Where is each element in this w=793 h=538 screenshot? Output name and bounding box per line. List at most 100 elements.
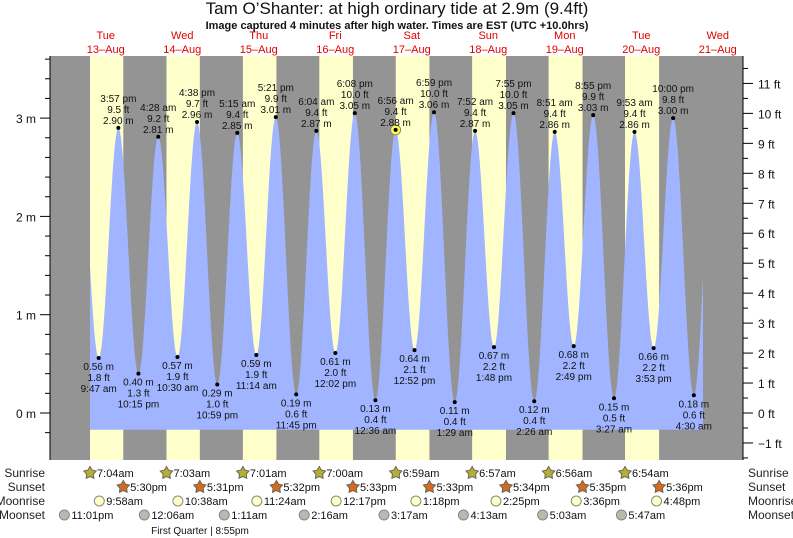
right-axis-tick-label: −1 ft [758, 437, 782, 451]
tide-ft-label: 0.4 ft [364, 415, 386, 426]
sunset-time: 5:32pm [283, 482, 320, 494]
date-label: 19–Aug [546, 44, 584, 56]
low-tide-point [532, 399, 537, 404]
tide-m-label: 2.88 m [380, 118, 411, 129]
tide-time-label: 9:47 am [81, 384, 117, 395]
tide-ft-label: 0.5 ft [603, 413, 625, 424]
tide-time-label: 6:56 am [378, 96, 414, 107]
low-tide-point [491, 345, 496, 350]
moonset-time: 2:16am [311, 510, 348, 522]
sun-moon-rows: Sunrise Sunrise 7:04am 7:03am 7:01am 7:00am 6:… [0, 465, 793, 537]
tide-time-label: 2:26 am [516, 427, 552, 438]
right-axis-tick-label: 6 ft [758, 227, 775, 241]
tide-ft-label: 9.4 ft [226, 110, 248, 121]
sunrise-icon [465, 465, 480, 480]
moonrise-time: 3:36pm [583, 496, 620, 508]
sunset-icon [345, 479, 361, 494]
sunset-time: 5:30pm [130, 482, 167, 494]
tide-ft-label: 2.2 ft [563, 361, 585, 372]
tide-time-label: 1:48 pm [476, 373, 512, 384]
moonset-icon [615, 509, 627, 521]
tide-m-label: 0.68 m [558, 350, 589, 361]
tide-ft-label: 2.2 ft [483, 362, 505, 373]
high-tide-point [235, 130, 240, 135]
tide-time-label: 11:45 pm [276, 420, 317, 431]
high-tide-point [432, 110, 437, 115]
tide-ft-label: 9.4 ft [464, 108, 486, 119]
moon-phase-label: First Quarter | 8:55pm [151, 526, 249, 537]
low-tide-point [175, 354, 180, 359]
chart-title: Tam O’Shanter: at high ordinary tide at … [206, 0, 589, 18]
day-of-week-label: Wed [171, 30, 193, 42]
moonrise-time: 4:48pm [664, 496, 701, 508]
tide-time-label: 10:00 pm [652, 84, 694, 95]
tide-ft-label: 9.4 ft [544, 109, 566, 120]
right-axis-tick-label: 0 ft [758, 407, 775, 421]
moonset-time: 3:17am [391, 510, 428, 522]
moonset-time: 12:06am [151, 510, 194, 522]
sunset-time: 5:34pm [513, 482, 550, 494]
tide-time-label: 6:08 pm [337, 79, 373, 90]
sunset-icon [116, 479, 131, 494]
sunset-icon [575, 479, 590, 494]
high-tide-point [393, 127, 398, 132]
tide-m-label: 3.06 m [419, 100, 450, 111]
tide-ft-label: 0.4 ft [523, 416, 545, 427]
moonrise-time: 9:58am [106, 496, 143, 508]
tide-m-label: 0.66 m [638, 352, 669, 363]
moonset-icon [457, 509, 469, 521]
moonrise-time: 2:25pm [503, 496, 540, 508]
tide-time-label: 8:51 am [537, 98, 573, 109]
tide-m-label: 0.59 m [241, 359, 272, 370]
tide-m-label: 0.61 m [320, 357, 351, 368]
low-tide-point [333, 351, 338, 356]
tide-m-label: 2.90 m [103, 116, 134, 127]
left-axis-tick-label: 0 m [16, 407, 36, 421]
left-axis-tick-label: 3 m [16, 112, 36, 126]
tide-m-label: 2.87 m [301, 119, 332, 130]
tide-ft-label: 1.3 ft [127, 389, 149, 400]
tide-time-label: 9:53 am [616, 98, 652, 109]
tide-ft-label: 9.7 ft [186, 99, 208, 110]
moonset-time: 4:13am [470, 510, 507, 522]
tide-area [90, 112, 703, 430]
day-of-week-label: Sun [478, 30, 498, 42]
sunset-icon [422, 479, 437, 494]
tide-ft-label: 10.0 ft [341, 90, 369, 101]
tide-m-label: 3.03 m [578, 103, 609, 114]
right-axis-tick-label: 11 ft [758, 77, 781, 91]
moonrise-icon [490, 495, 502, 507]
low-tide-point [691, 393, 696, 398]
high-tide-point [632, 129, 637, 134]
moonset-icon [298, 509, 310, 521]
right-axis-tick-label: 7 ft [758, 197, 775, 211]
tide-ft-label: 0.6 ft [683, 410, 705, 421]
axes: 0 m 1 m 2 m 3 m −1 ft 0 ft 1 ft 2 ft 3 ft 4 ft 5 f… [16, 56, 782, 460]
day-labels: Tue 13–Aug Wed 14–Aug Thu 15–Aug Fri 16–Aug Sat 1… [87, 30, 737, 56]
tide-time-label: 11:14 am [236, 381, 277, 392]
low-tide-point [373, 398, 378, 403]
sunrise-time: 6:57am [479, 468, 516, 480]
sunrise-time: 6:54am [632, 468, 669, 480]
right-axis-tick-label: 2 ft [758, 347, 775, 361]
tide-time-label: 10:15 pm [118, 400, 160, 411]
tide-ft-label: 1.9 ft [166, 372, 188, 383]
tide-m-label: 2.81 m [143, 125, 174, 136]
moonrise-time: 1:18pm [423, 496, 460, 508]
tide-ft-label: 9.8 ft [662, 95, 684, 106]
low-tide-point [452, 400, 457, 405]
sunrise-icon [159, 465, 174, 480]
right-axis-tick-label: 3 ft [758, 317, 775, 331]
sunset-icon [498, 479, 514, 494]
sunrise-time: 7:00am [326, 468, 363, 480]
tide-m-label: 3.01 m [261, 105, 292, 116]
sunset-icon [192, 479, 207, 494]
tide-time-label: 7:55 pm [495, 79, 531, 90]
tide-time-label: 3:27 am [596, 424, 632, 435]
tide-ft-label: 2.2 ft [643, 363, 665, 374]
tide-ft-label: 9.9 ft [265, 94, 287, 105]
row-label-moonrise: Moonrise [0, 494, 45, 508]
tide-m-label: 2.86 m [619, 120, 650, 131]
tide-ft-label: 9.2 ft [147, 114, 169, 125]
moonset-icon [378, 509, 390, 521]
